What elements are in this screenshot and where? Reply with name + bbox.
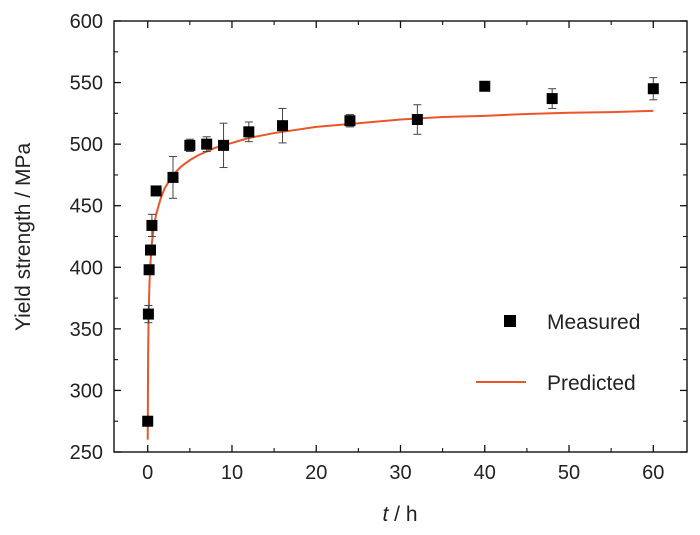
- measured-point: [277, 120, 289, 132]
- legend: Measured Predicted: [476, 311, 640, 395]
- x-tick-label: 20: [305, 462, 327, 484]
- measured-markers: [142, 80, 659, 427]
- predicted-curve-layer: [146, 109, 654, 440]
- y-tick-label: 350: [70, 319, 103, 341]
- error-bars: [144, 77, 658, 324]
- x-axis-unit: / h: [388, 503, 417, 526]
- legend-measured-label: Measured: [547, 311, 640, 334]
- y-axis-title: Yield strength / MPa: [12, 143, 35, 332]
- measured-point: [143, 264, 155, 276]
- y-tick-label: 450: [70, 196, 103, 218]
- x-tick-label: 10: [221, 462, 243, 484]
- measured-point: [218, 139, 230, 151]
- measured-point: [344, 115, 356, 127]
- y-tick-labels: 250 300 350 400 450 500 550 600: [70, 11, 103, 464]
- y-tick-label: 400: [70, 257, 103, 279]
- measured-point: [146, 219, 158, 231]
- measured-point: [647, 83, 659, 95]
- x-axis-variable: t: [382, 503, 389, 526]
- measured-point: [479, 80, 491, 92]
- x-tick-label: 50: [558, 462, 580, 484]
- x-tick-labels: 0 10 20 30 40 50 60: [142, 462, 664, 484]
- measured-point: [167, 171, 179, 183]
- x-tick-label: 60: [642, 462, 664, 484]
- measured-point: [546, 93, 558, 105]
- measured-point: [142, 308, 154, 320]
- measured-point: [243, 126, 255, 138]
- x-tick-label: 30: [389, 462, 411, 484]
- y-tick-label: 550: [70, 73, 103, 95]
- y-tick-label: 500: [70, 134, 103, 156]
- measured-point: [201, 138, 213, 150]
- measured-point: [411, 114, 423, 126]
- predicted-curve: [146, 109, 654, 440]
- legend-measured-marker: [504, 315, 516, 327]
- measured-point: [184, 139, 196, 151]
- measured-point: [150, 185, 162, 197]
- y-tick-label: 250: [70, 442, 103, 464]
- x-tick-label: 40: [474, 462, 496, 484]
- y-tick-label: 300: [70, 380, 103, 402]
- y-tick-label: 600: [70, 11, 103, 33]
- x-tick-label: 0: [142, 462, 153, 484]
- legend-predicted-label: Predicted: [547, 372, 636, 395]
- measured-point: [145, 244, 157, 256]
- x-axis-title: t / h: [382, 503, 417, 526]
- axis-ticks: [114, 20, 687, 453]
- measured-point: [142, 415, 154, 427]
